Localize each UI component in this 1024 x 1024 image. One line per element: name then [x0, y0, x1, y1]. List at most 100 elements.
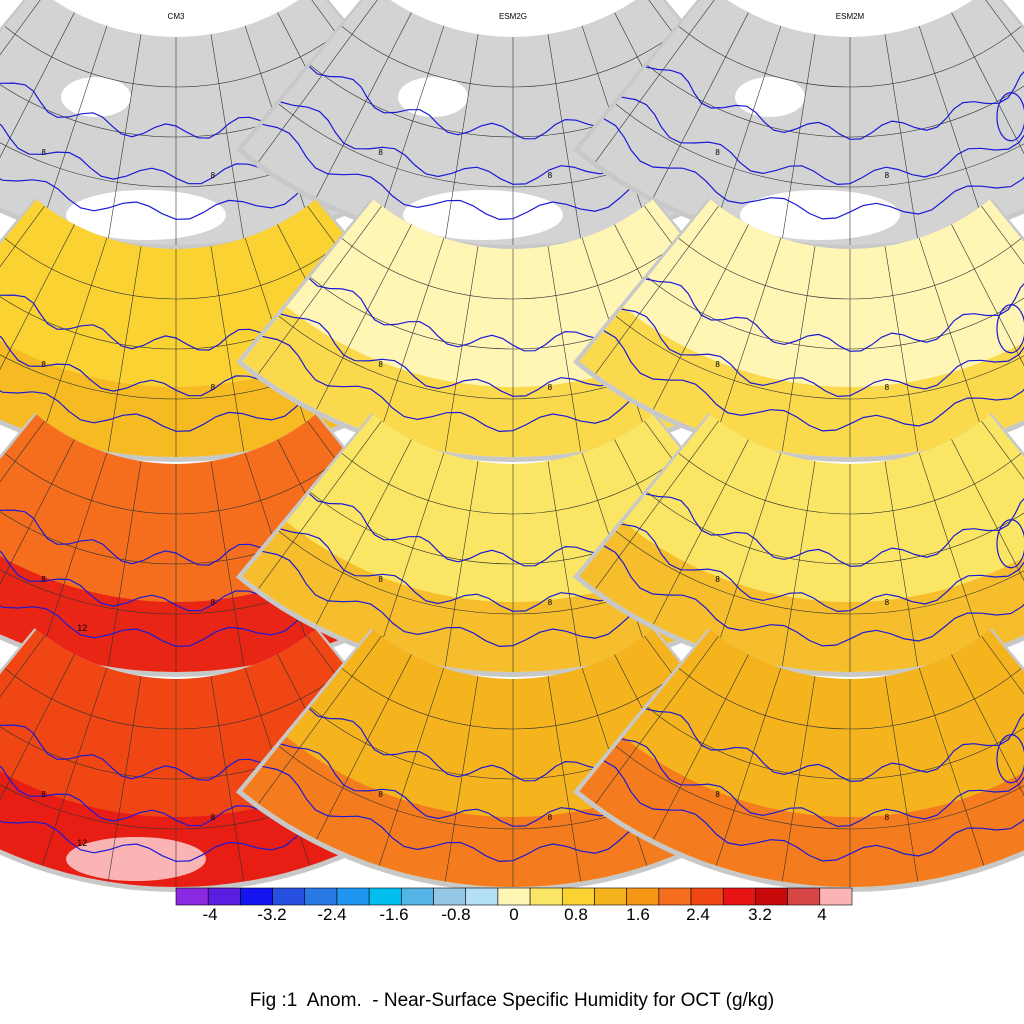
- colorbar-swatch: [401, 887, 434, 906]
- contour-label: 8: [41, 360, 46, 369]
- baseline-patch: [740, 190, 900, 240]
- colorbar-tick: -0.8: [441, 905, 470, 924]
- graticule-parallel: [615, 103, 1024, 188]
- humidity-contour: [645, 489, 1024, 567]
- graticule-meridian: [107, 246, 142, 452]
- graticule-parallel: [647, 277, 1024, 350]
- colorbar-swatch: [755, 887, 788, 906]
- graticule-meridian: [595, 420, 719, 589]
- contour-label: 8: [211, 813, 216, 822]
- humidity-contour: [603, 118, 1024, 220]
- graticule-parallel: [4, 668, 348, 730]
- colorbar-swatch: [368, 887, 402, 906]
- colorbar-swatch: [272, 887, 306, 906]
- graticule-meridian: [918, 667, 985, 866]
- graticule-meridian: [918, 25, 985, 224]
- graticule-meridian: [316, 224, 412, 410]
- colorbar-tick: -3.2: [257, 905, 286, 924]
- graticule-meridian: [41, 25, 108, 224]
- graticule-parallel: [4, 26, 348, 88]
- contour-label: 8: [885, 598, 890, 607]
- colorbar-tick: 4: [817, 905, 826, 924]
- graticule-meridian: [884, 246, 919, 452]
- colorbar-swatch: [722, 887, 756, 906]
- colorbar-swatch: [787, 887, 821, 906]
- colorbar-swatch: [626, 887, 660, 906]
- colorbar-tick: 2.4: [686, 905, 710, 924]
- graticule-meridian: [981, 205, 1024, 374]
- humidity-contour: [996, 92, 1024, 142]
- map-panel-esm2m-1961-1990: 88: [572, 0, 1024, 250]
- graticule-meridian: [884, 461, 919, 667]
- contour-label: 8: [715, 148, 720, 157]
- colorbar-swatch: [658, 887, 692, 906]
- contour-label: 8: [378, 360, 383, 369]
- graticule-meridian: [715, 237, 782, 436]
- anomaly-peak: [66, 837, 206, 881]
- graticule-parallel: [341, 26, 685, 88]
- graticule-meridian: [0, 205, 45, 374]
- map-panel-esm2m-2071-2100: 88: [572, 628, 1024, 892]
- colorbar-tick: 1.6: [626, 905, 650, 924]
- figure-caption: Fig :1 Anom. - Near-Surface Specific Hum…: [249, 990, 775, 1011]
- colorbar-swatch: [497, 887, 531, 906]
- graticule-meridian: [547, 246, 582, 452]
- graticule-meridian: [547, 676, 582, 882]
- graticule-parallel: [678, 238, 1022, 300]
- graticule-parallel: [647, 707, 1024, 780]
- contour-label: 8: [41, 790, 46, 799]
- humidity-contour: [603, 330, 1024, 432]
- baseline-patch: [398, 77, 468, 117]
- graticule-meridian: [981, 420, 1024, 589]
- colorbar-tick: -4: [202, 905, 217, 924]
- graticule-meridian: [210, 676, 245, 882]
- graticule-parallel: [4, 453, 348, 515]
- graticule-meridian: [595, 205, 719, 374]
- anomaly-band: [579, 736, 1024, 888]
- graticule-meridian: [378, 667, 445, 866]
- humidity-contour: [621, 96, 1024, 186]
- graticule-parallel: [615, 530, 1024, 615]
- column-title-esm2m: ESM2M: [836, 12, 865, 21]
- graticule-parallel: [678, 453, 1022, 515]
- graticule-meridian: [316, 654, 412, 840]
- graticule-meridian: [981, 635, 1024, 804]
- colorbar: [175, 887, 853, 906]
- colorbar-tick: 0.8: [564, 905, 588, 924]
- graticule-meridian: [918, 452, 985, 651]
- graticule-meridian: [444, 461, 479, 667]
- humidity-contour: [603, 545, 1024, 647]
- colorbar-tick: -2.4: [317, 905, 346, 924]
- graticule-parallel: [678, 26, 1022, 88]
- humidity-contour: [996, 519, 1024, 569]
- graticule-meridian: [41, 237, 108, 436]
- contour-label: 8: [715, 790, 720, 799]
- graticule-meridian: [41, 667, 108, 866]
- humidity-contour: [603, 760, 1024, 862]
- graticule-parallel: [341, 238, 685, 300]
- contour-label: 8: [715, 360, 720, 369]
- graticule-meridian: [715, 452, 782, 651]
- colorbar-swatch: [819, 887, 853, 906]
- colorbar-tick: 0: [509, 905, 518, 924]
- graticule-meridian: [653, 654, 749, 840]
- colorbar-tick-labels: -4 -3.2 -2.4 -1.6 -0.8 0 0.8 1.6 2.4 3.2…: [202, 905, 826, 924]
- graticule-meridian: [715, 25, 782, 224]
- contour-label: 8: [548, 598, 553, 607]
- graticule-meridian: [378, 25, 445, 224]
- colorbar-swatch: [594, 887, 627, 906]
- colorbar-swatch: [561, 887, 595, 906]
- colorbar-swatch: [433, 887, 467, 906]
- graticule-meridian: [41, 452, 108, 651]
- graticule-meridian: [0, 420, 45, 589]
- contour-label: 8: [548, 171, 553, 180]
- graticule-meridian: [258, 420, 382, 589]
- baseline-patch: [66, 190, 226, 240]
- graticule-meridian: [595, 635, 719, 804]
- graticule-meridian: [781, 676, 816, 882]
- column-title-cm3: CM3: [168, 12, 185, 21]
- graticule-meridian: [0, 439, 75, 625]
- contour-label: 8: [211, 383, 216, 392]
